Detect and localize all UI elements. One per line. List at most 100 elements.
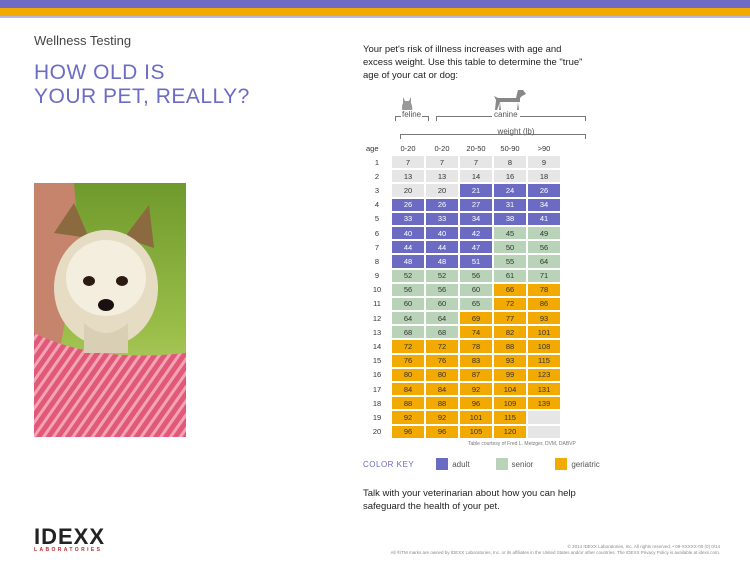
age-cell: 2 [374, 171, 380, 181]
table-cell: 108 [528, 340, 560, 353]
table-cell: 68 [426, 326, 458, 339]
table-cell: 72 [494, 297, 526, 311]
table-cell: 55 [494, 255, 526, 268]
weight-label: weight (lb) [497, 127, 535, 136]
table-cell: 105 [460, 425, 492, 438]
table-row: 7 44 44 47 50 56 [364, 241, 560, 254]
table-cell: 31 [494, 198, 526, 211]
table-cell: 20 [392, 184, 424, 197]
col-header: 0-20 [400, 143, 416, 153]
age-cell: 3 [374, 185, 380, 195]
weight-bracket [400, 134, 586, 139]
table-cell: 24 [494, 184, 526, 197]
table-row: 2 13 13 14 16 18 [364, 170, 560, 183]
top-stripe-orange [0, 8, 750, 16]
table-header-row: age 0-20 0-20 20-50 50-90 >90 [364, 142, 560, 154]
table-cell: 26 [528, 184, 560, 197]
dog-photo [34, 183, 186, 437]
feline-label: feline [401, 110, 423, 119]
table-cell [528, 411, 560, 424]
table-cell: 64 [426, 312, 458, 325]
geriatric-key-text: geriatric [571, 459, 600, 469]
age-cell: 15 [372, 356, 382, 366]
table-row: 19 92 92 101 115 [364, 411, 560, 424]
table-cell: 92 [392, 411, 424, 424]
table-cell: 40 [392, 226, 424, 240]
top-stripe-purple [0, 0, 750, 8]
table-cell: 88 [392, 397, 424, 410]
age-cell: 4 [374, 200, 380, 210]
canine-label: canine [492, 110, 520, 119]
table-row: 4 26 26 27 31 34 [364, 198, 560, 211]
table-cell: 60 [392, 297, 424, 311]
table-cell: 7 [426, 156, 458, 169]
table-cell: 13 [426, 170, 458, 183]
age-cell: 11 [373, 299, 381, 309]
table-cell: 93 [528, 312, 560, 325]
table-cell: 87 [460, 368, 492, 381]
table-row: 15 76 76 83 93 115 [364, 354, 560, 367]
table-cell: 60 [460, 283, 492, 296]
table-cell: 56 [528, 241, 560, 254]
col-header: 20-50 [466, 143, 486, 153]
age-header: age [366, 143, 379, 153]
age-cell: 17 [372, 384, 382, 394]
table-cell: 9 [528, 156, 560, 169]
table-cell: 26 [392, 198, 424, 211]
table-cell: 33 [392, 212, 424, 225]
table-cell: 16 [494, 170, 526, 183]
senior-swatch [495, 458, 508, 470]
table-cell: 48 [392, 255, 424, 268]
adult-swatch [436, 458, 449, 470]
top-stripe-light [0, 16, 750, 18]
age-cell: 14 [372, 342, 382, 352]
table-cell: 68 [392, 326, 424, 339]
table-cell: 88 [426, 397, 458, 410]
table-cell: 52 [426, 269, 458, 282]
table-row: 18 88 88 96 109 139 [364, 397, 560, 410]
table-cell: 44 [392, 241, 424, 254]
table-row: 5 33 33 34 38 41 [364, 212, 560, 225]
table-cell: 64 [528, 255, 560, 268]
table-cell: 47 [460, 241, 492, 254]
table-cell: 26 [426, 198, 458, 211]
table-cell: 50 [494, 241, 526, 254]
section-label: Wellness Testing [34, 33, 132, 48]
table-cell: 104 [494, 383, 526, 396]
age-cell: 9 [374, 271, 380, 281]
color-key-label: COLOR KEY [363, 459, 415, 469]
table-cell: 42 [460, 226, 492, 240]
table-row: 6 40 40 42 45 49 [364, 226, 560, 240]
table-cell: 14 [460, 170, 492, 183]
age-cell: 16 [372, 370, 382, 380]
footer-line-2: All ®/TM marks are owned by IDEXX Labora… [390, 550, 720, 555]
age-cell: 1 [374, 157, 380, 167]
table-cell: 52 [392, 269, 424, 282]
page-title: HOW OLD IS YOUR PET, REALLY? [34, 61, 250, 109]
table-cell: 139 [528, 397, 560, 410]
table-cell: 101 [528, 326, 560, 339]
intro-text: Your pet's risk of illness increases wit… [363, 44, 583, 81]
table-cell: 56 [426, 283, 458, 296]
table-cell: 78 [528, 283, 560, 296]
closing-text: Talk with your veterinarian about how yo… [363, 488, 576, 512]
table-cell: 34 [460, 212, 492, 225]
table-cell: 56 [460, 269, 492, 282]
table-row: 11 60 60 65 72 86 [364, 297, 560, 311]
table-cell: 86 [528, 297, 560, 311]
table-cell: 71 [528, 269, 560, 282]
age-cell: 5 [374, 214, 380, 224]
table-cell: 120 [494, 425, 526, 438]
table-cell: 7 [460, 156, 492, 169]
table-row: 14 72 72 78 88 108 [364, 340, 560, 353]
age-cell: 12 [372, 313, 382, 323]
table-cell: 64 [392, 312, 424, 325]
table-row: 20 96 96 105 120 [364, 425, 560, 438]
table-row: 10 56 56 60 66 78 [364, 283, 560, 296]
table-cell: 76 [426, 354, 458, 367]
table-row: 17 84 84 92 104 131 [364, 383, 560, 396]
title-line-1: HOW OLD IS [34, 61, 166, 84]
table-cell: 44 [426, 241, 458, 254]
age-cell: 19 [372, 412, 382, 422]
table-cell: 69 [460, 312, 492, 325]
